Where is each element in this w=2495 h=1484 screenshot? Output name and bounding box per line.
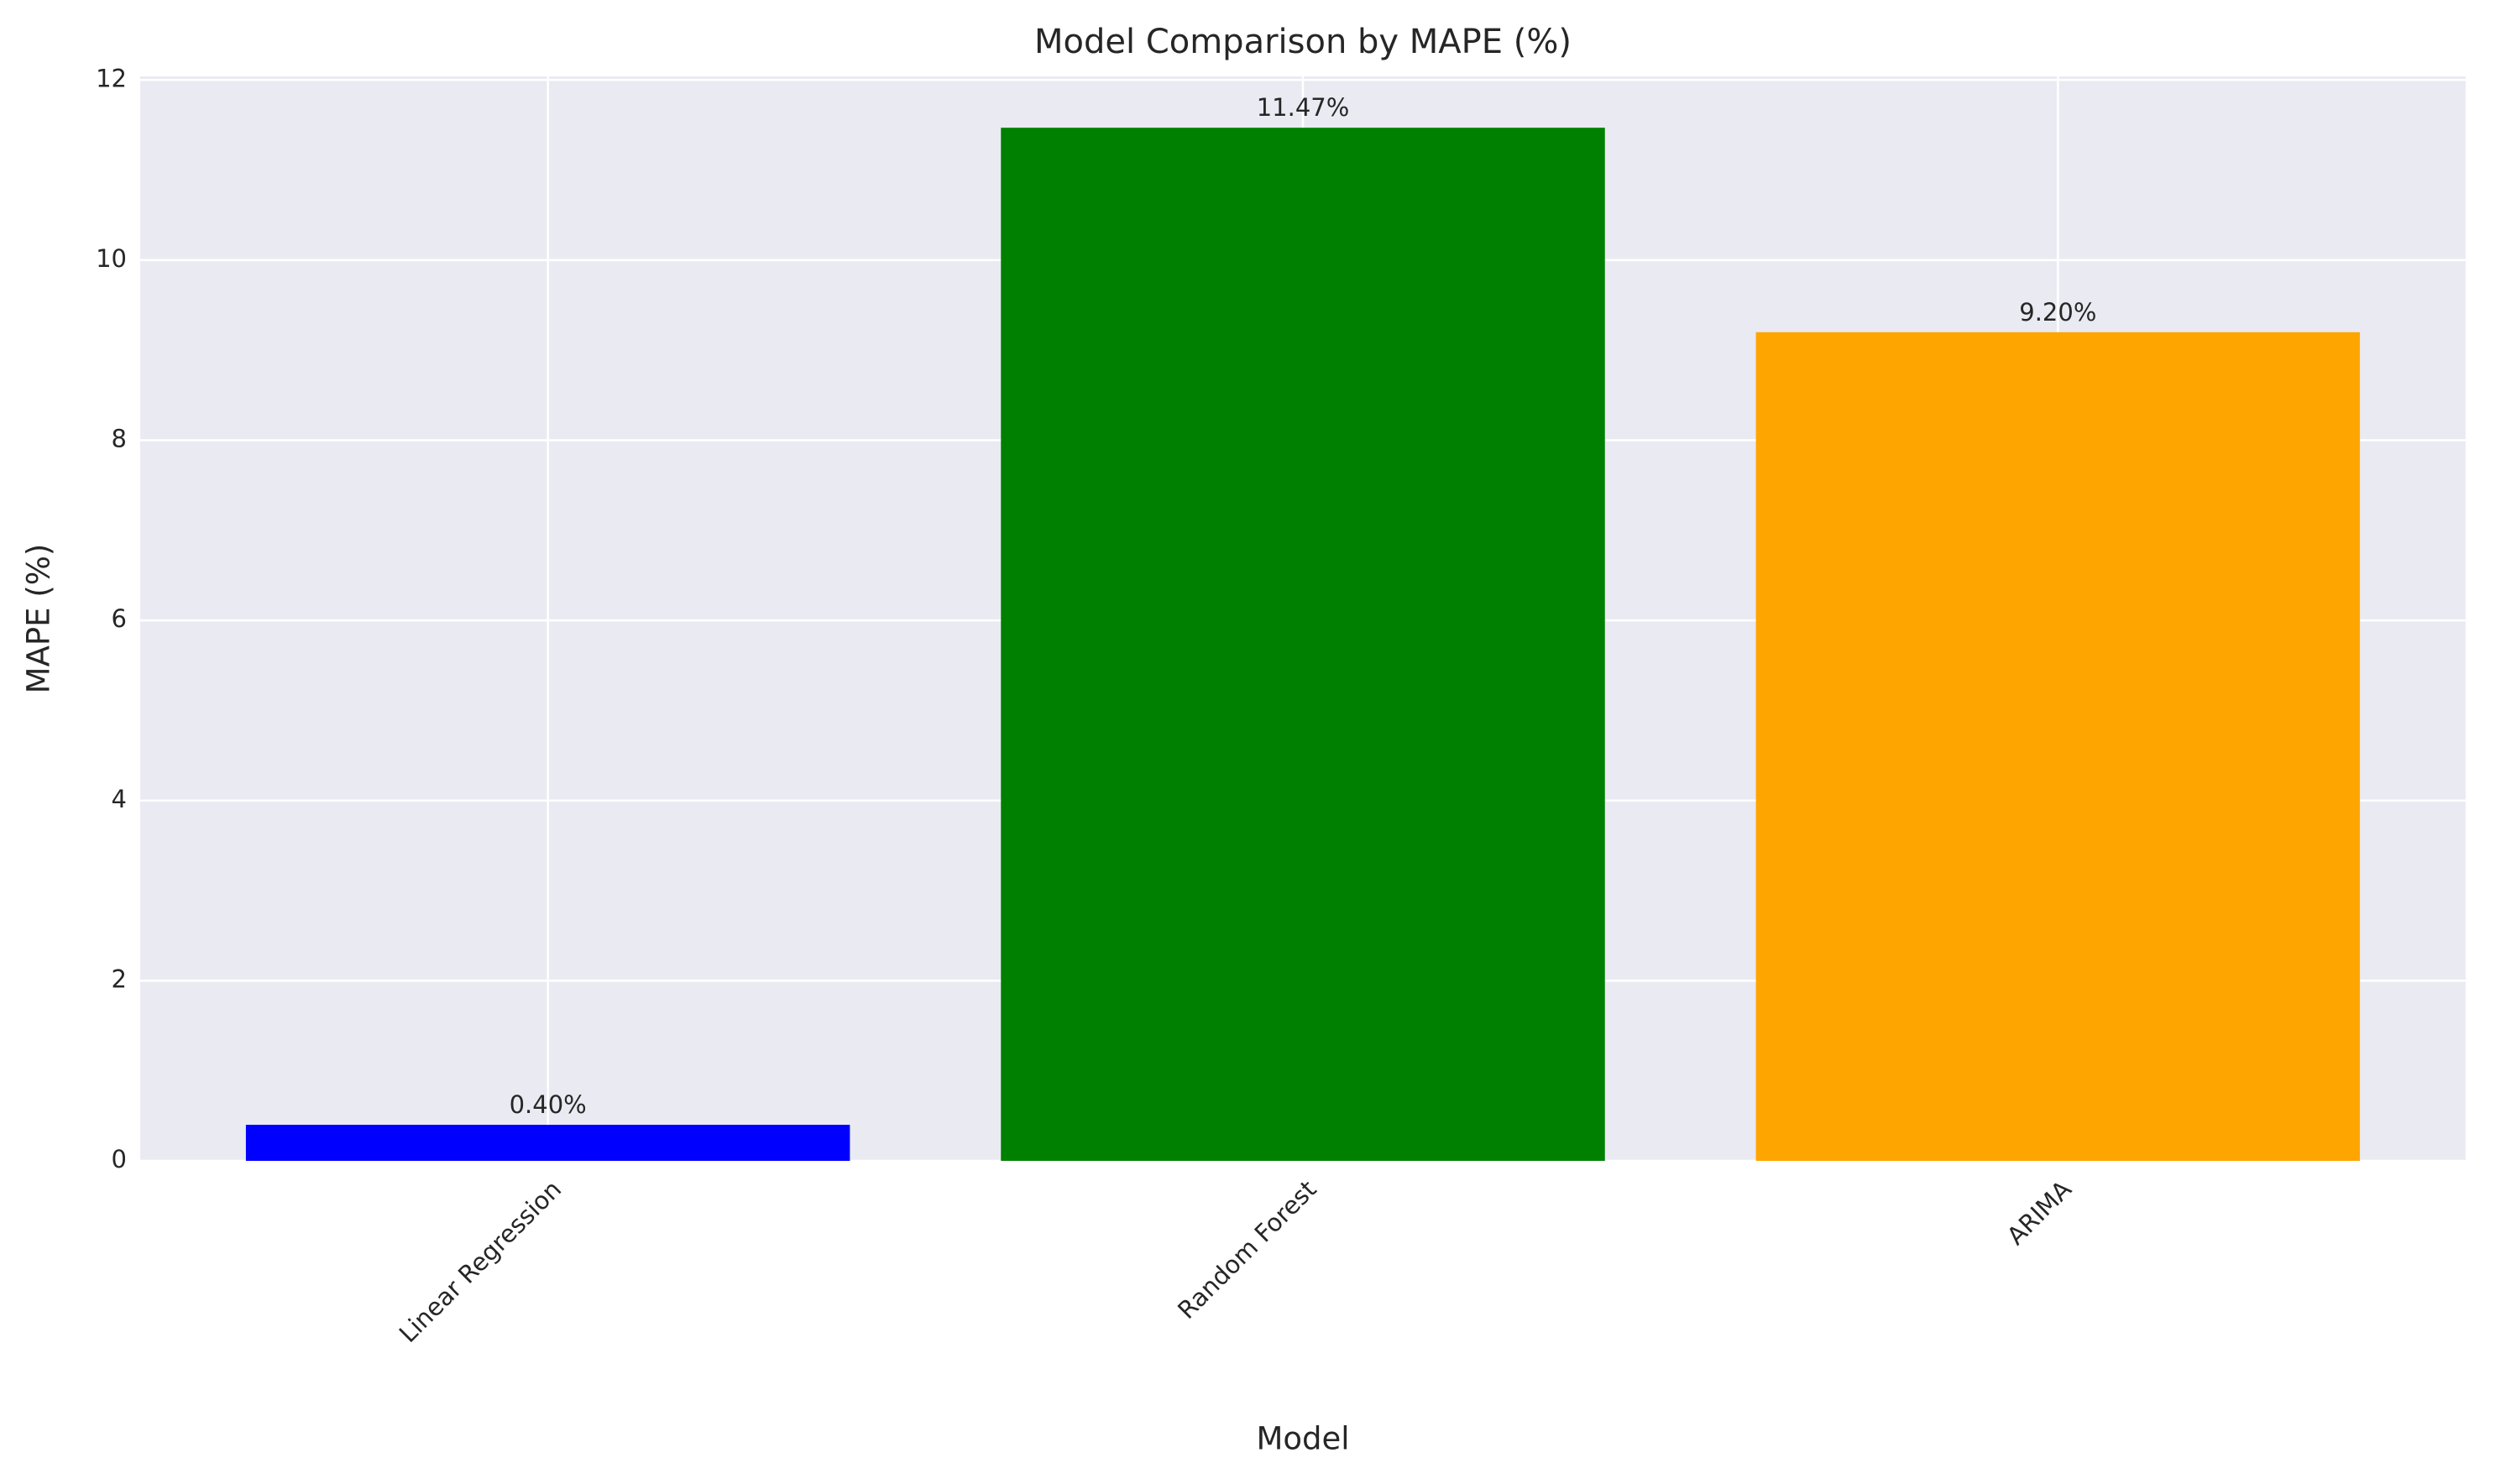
y-tick-label: 12 <box>96 64 127 92</box>
y-tick-label: 0 <box>112 1145 127 1173</box>
chart-title: Model Comparison by MAPE (%) <box>1034 23 1572 61</box>
bar <box>1001 128 1605 1161</box>
y-tick-label: 6 <box>112 604 127 633</box>
value-label: 0.40% <box>510 1090 587 1119</box>
y-tick-label: 8 <box>112 425 127 453</box>
y-tick-label: 10 <box>96 244 127 273</box>
x-tick-label: Linear Regression <box>394 1175 567 1348</box>
y-axis-label: MAPE (%) <box>21 544 57 694</box>
value-label: 11.47% <box>1257 93 1350 122</box>
bar <box>245 1125 850 1161</box>
y-tick-label: 2 <box>112 964 127 993</box>
x-tick-label: ARIMA <box>2001 1174 2077 1250</box>
x-tick-label: Random Forest <box>1172 1175 1321 1325</box>
y-tick-label: 4 <box>112 785 127 813</box>
bar <box>1755 332 2361 1162</box>
value-label: 9.20% <box>2019 298 2096 327</box>
x-axis-label: Model <box>1256 1421 1349 1457</box>
